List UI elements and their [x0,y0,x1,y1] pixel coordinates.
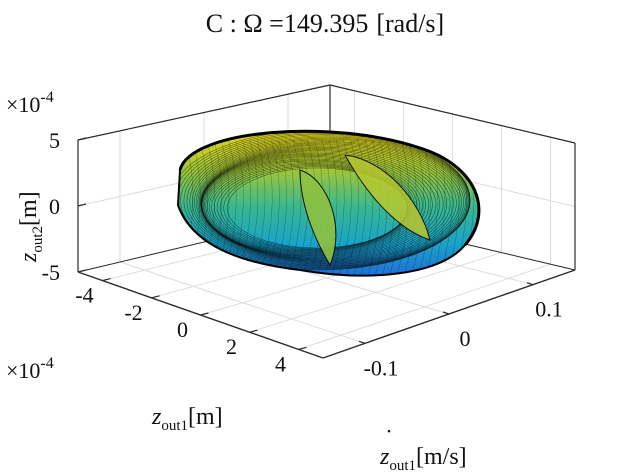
surface-fold-right [344,154,431,241]
surface-mesh-line [274,139,287,276]
surface-mesh-line [203,157,418,255]
z-tick-label: 0 [49,194,60,219]
surface-attractor [176,129,481,277]
surface-mesh-line [418,139,431,276]
z-tick-label: 5 [49,128,60,153]
surface-mesh-line [191,137,468,266]
tick-mark [77,137,87,141]
surface-fold-left [299,169,337,267]
tick-mark [151,295,160,299]
y-axis-label: zout1[m/s] [379,444,467,474]
tick-mark [358,340,366,344]
z-axis-label: zout2[m] [16,191,46,263]
box-edge [77,84,331,141]
box-edge [329,84,576,144]
surface-mesh-line [183,134,470,268]
surface-mesh-line [281,139,295,276]
tick-mark [249,329,258,333]
surface-mesh-line [411,139,424,276]
surface-mesh-lines [178,131,475,276]
tick-mark [526,282,534,286]
surface-mesh-line [252,139,266,276]
surface-mesh-line [346,139,359,276]
surface-mesh-line [245,139,259,276]
surface-mesh-line [288,139,302,276]
tick-mark [77,269,87,273]
surface-mesh-line [331,139,345,276]
surface-mesh-line [259,139,273,276]
x-tick-label: 4 [275,351,286,376]
y-axis-label-dot: ˙ [385,426,393,452]
tick-mark [442,311,450,315]
y-gridline [119,261,366,344]
surface-mesh-line [186,135,470,267]
x-tick-label: 2 [226,334,237,359]
y-tick-label: 0 [460,326,471,351]
surface-mesh-line [202,156,420,255]
surface-mesh-line [339,139,352,276]
z-exponent-label: ×10-4 [6,89,54,117]
surface-mesh-line [267,139,280,276]
tick-mark [102,278,111,282]
chart-title: C : Ω =149.395 [rad/s] [206,9,444,38]
surface-mesh-line [202,155,423,256]
z-tick-label: -5 [42,260,60,285]
y-tick-label: -0.1 [364,355,399,380]
surface-mesh-line [403,139,417,276]
x-exponent-label: ×10-4 [6,355,54,383]
surface-mesh-line [360,139,374,276]
x-tick-label: -4 [75,283,93,308]
surface-rim-top [178,129,481,246]
surface-mesh-line [201,152,430,257]
x-axis-label: zout1[m] [151,404,223,434]
surface-mesh-line [200,144,454,262]
surface-mesh-line [189,136,469,267]
surface-mesh-line [180,133,471,269]
y-tick-label: 0.1 [535,297,563,322]
tick-mark [298,346,307,350]
tick-mark [200,312,209,316]
x-tick-label: -2 [124,300,142,325]
surface-mesh-line [353,139,367,276]
tick-mark [77,203,87,207]
surface-mesh-line [201,153,426,257]
x-tick-label: 0 [177,317,188,342]
